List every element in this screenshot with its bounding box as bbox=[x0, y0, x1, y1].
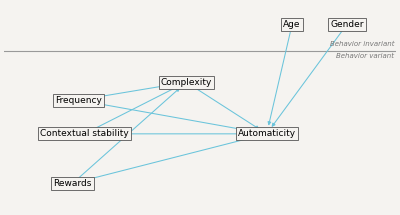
Text: Age: Age bbox=[283, 20, 301, 29]
Text: Gender: Gender bbox=[330, 20, 364, 29]
Text: Behavior variant: Behavior variant bbox=[336, 53, 394, 59]
Text: Automaticity: Automaticity bbox=[238, 129, 296, 138]
Text: Contextual stability: Contextual stability bbox=[40, 129, 129, 138]
Text: Behavior invariant: Behavior invariant bbox=[330, 41, 394, 47]
Text: Frequency: Frequency bbox=[55, 96, 102, 105]
Text: Complexity: Complexity bbox=[160, 78, 212, 87]
Text: Rewards: Rewards bbox=[54, 179, 92, 188]
